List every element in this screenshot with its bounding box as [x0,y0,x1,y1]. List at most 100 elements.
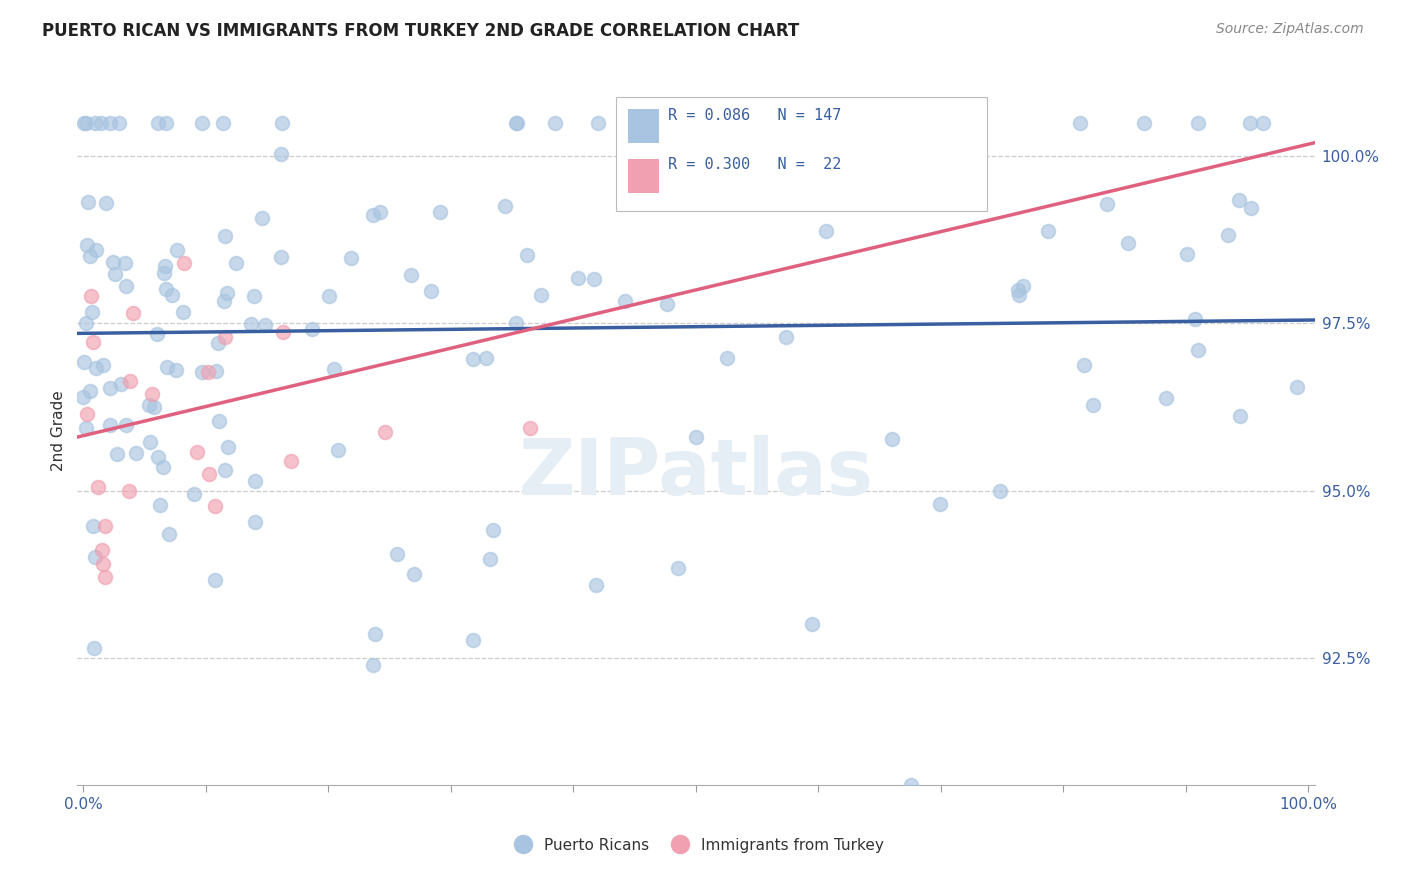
Point [370,205,392,219]
Point [387,547,409,561]
Point [152,267,174,281]
Point [72,390,94,404]
Point [1073,358,1095,372]
FancyBboxPatch shape [628,159,659,193]
Point [280,454,302,468]
Point [80,305,103,319]
Text: R = 0.086   N = 147: R = 0.086 N = 147 [668,108,841,123]
Point [77,194,100,209]
Point [505,116,527,130]
Point [155,282,177,296]
Point [270,146,292,161]
Text: ZIPatlas: ZIPatlas [519,435,873,511]
Point [197,365,219,379]
Point [80,289,103,303]
Point [882,194,904,208]
Point [1007,287,1029,301]
Point [882,433,904,447]
Point [87,479,110,493]
Point [505,317,527,331]
Point [146,327,169,342]
Point [253,318,276,333]
Point [419,285,441,299]
Legend: Puerto Ricans, Immigrants from Turkey: Puerto Ricans, Immigrants from Turkey [502,831,890,859]
Point [666,561,689,575]
Point [631,151,654,165]
Point [583,272,606,286]
Point [208,414,231,428]
Point [91,543,114,558]
Point [1216,227,1239,242]
Point [96,196,118,211]
Point [243,474,266,488]
Point [1227,193,1250,207]
Point [146,450,169,465]
Point [114,279,136,293]
Point [815,224,838,238]
Point [84,550,107,565]
Point [212,116,235,130]
Point [340,251,363,265]
Point [1116,236,1139,251]
Point [204,499,226,513]
Point [191,365,214,379]
Point [516,248,538,262]
Point [461,632,484,647]
Point [173,256,195,270]
Point [138,398,160,412]
Point [988,483,1011,498]
Point [79,249,101,263]
Point [90,116,112,130]
Point [1187,116,1209,130]
Point [214,229,236,244]
Point [1187,343,1209,357]
Point [567,270,589,285]
Point [84,243,107,257]
Point [633,122,655,136]
Point [84,116,107,130]
Point [155,116,177,130]
Point [1184,312,1206,326]
Text: PUERTO RICAN VS IMMIGRANTS FROM TURKEY 2ND GRADE CORRELATION CHART: PUERTO RICAN VS IMMIGRANTS FROM TURKEY 2… [42,22,800,40]
Point [429,205,451,219]
Point [217,440,239,454]
Point [98,418,121,433]
Point [98,116,121,130]
Point [215,285,238,300]
Point [1253,116,1275,130]
Point [183,487,205,501]
Point [506,116,529,130]
Point [83,641,105,656]
Point [1240,201,1263,215]
Point [166,243,188,257]
Point [98,381,121,395]
Point [214,330,236,344]
Point [159,527,181,541]
Point [364,626,387,640]
Point [544,116,567,130]
Point [75,421,97,435]
Point [239,317,262,331]
Point [93,558,115,572]
Point [82,334,104,349]
Point [1081,398,1104,412]
Point [478,551,501,566]
Point [769,116,792,130]
Point [1095,197,1118,211]
Point [114,256,136,270]
Point [461,352,484,367]
Point [118,374,141,388]
Point [1007,283,1029,297]
Point [225,256,247,270]
Point [118,483,141,498]
Point [270,250,292,264]
Point [775,330,797,344]
Point [585,578,607,592]
Point [716,351,738,365]
Point [191,116,214,130]
Point [685,430,707,444]
Point [803,171,825,186]
Point [146,116,169,130]
Point [172,305,194,319]
Point [271,116,294,130]
